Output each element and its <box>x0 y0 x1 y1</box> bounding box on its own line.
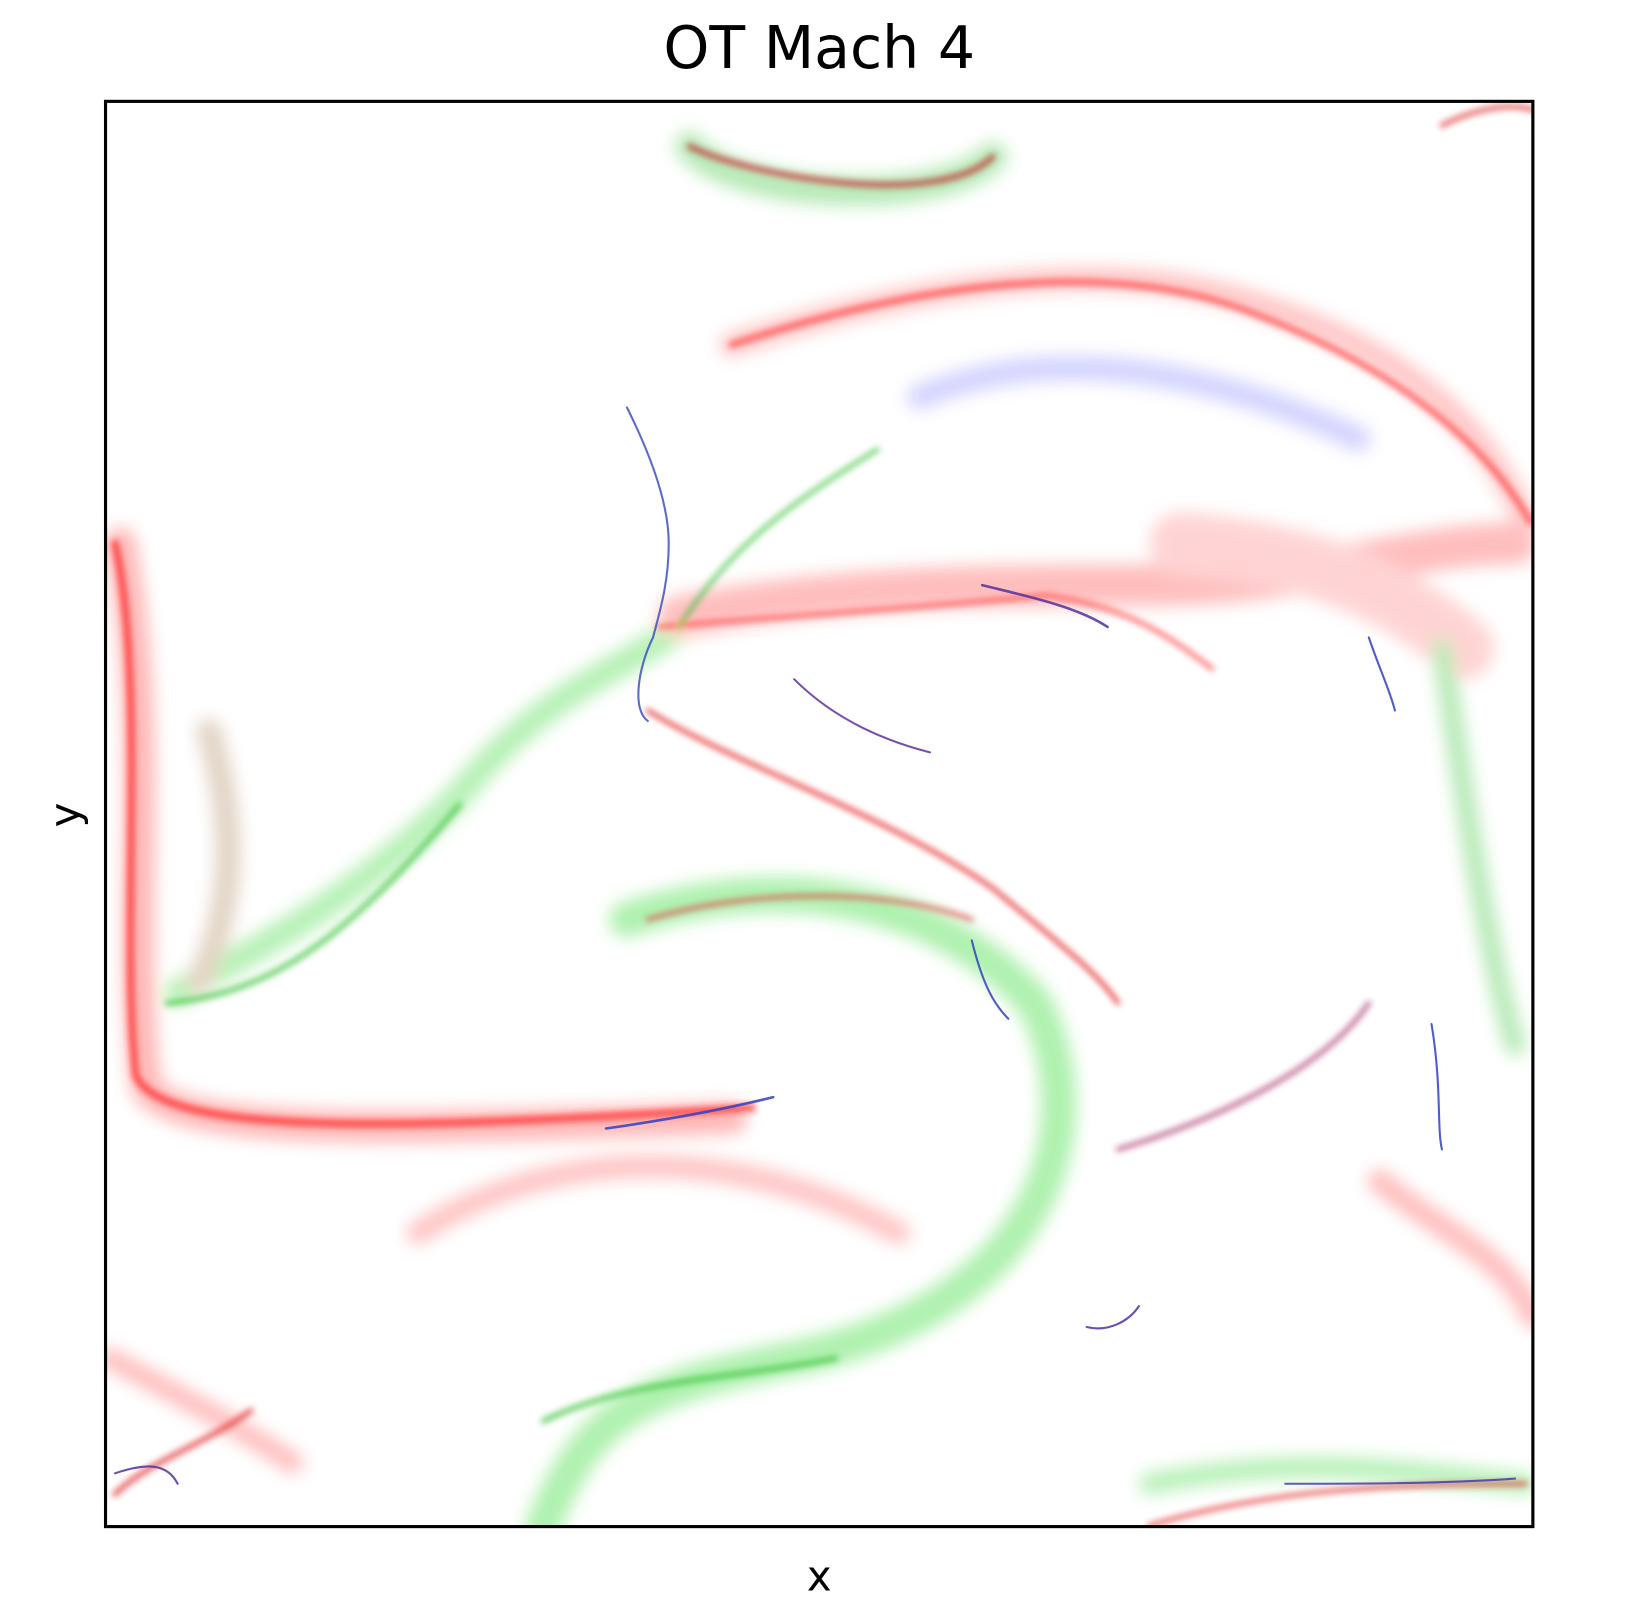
chart-title: OT Mach 4 <box>663 14 975 82</box>
axes-frame <box>103 99 1535 1529</box>
current-sheets <box>111 104 1533 1527</box>
diffuse-structures <box>105 131 1533 1527</box>
plot-area <box>105 101 1533 1527</box>
x-axis-label: x <box>807 1551 832 1600</box>
blue-filaments <box>113 406 1517 1485</box>
y-axis-label: y <box>40 803 89 828</box>
figure: OT Mach 4 x y <box>40 14 1535 1600</box>
field-image <box>105 104 1533 1527</box>
